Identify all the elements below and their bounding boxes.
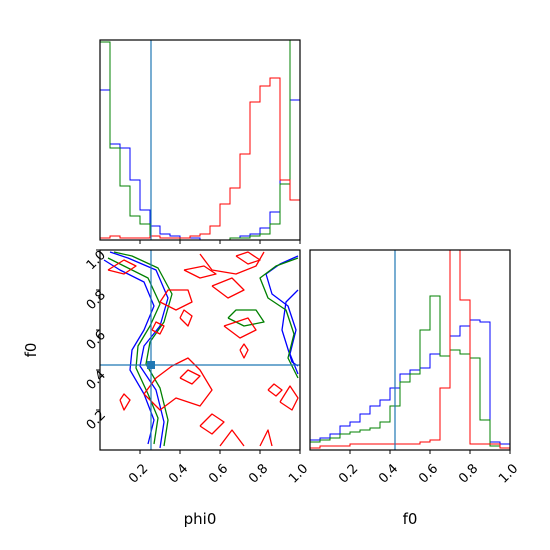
- contour-red-outer: [107, 259, 137, 275]
- contour-blue-inner: [265, 255, 299, 375]
- f0-ytick-label: 0.6: [84, 328, 109, 353]
- f0-xtick-label: 0.8: [456, 461, 481, 486]
- contour-red-inner: [219, 429, 245, 447]
- contour-blue-outer: [281, 289, 299, 367]
- contour-red-outer: [199, 251, 265, 275]
- x-axis-label-f0: f0: [403, 510, 418, 528]
- phi0-histogram-blue-series: [99, 89, 301, 241]
- contour-red-outer: [143, 357, 213, 411]
- f0-histogram-red-series: [309, 249, 511, 450]
- f0-vs-phi0-contour-panel: 0.2 0.4 0.6 0.8 1.0 0.2 0.4 0.6 0.8 1.0: [84, 248, 312, 487]
- phi0-histogram-red-series: [99, 77, 301, 240]
- f0-xtick-label: 0.4: [376, 461, 401, 486]
- phi0-xtick-label: 1.0: [286, 461, 311, 486]
- f0-xtick-label: 1.0: [496, 461, 521, 486]
- phi0-histogram-green-series: [99, 39, 301, 241]
- contour-blue-outer: [109, 251, 169, 449]
- f0-ytick-label: 1.0: [84, 248, 109, 273]
- contour-red-inner: [235, 251, 261, 265]
- contour-red-inner: [259, 429, 273, 447]
- f0-histogram-blue-series: [309, 319, 511, 450]
- phi0-xtick-label: 0.2: [126, 461, 151, 486]
- contour-panel-frame: [99, 249, 301, 451]
- contour-red-outer: [279, 385, 299, 411]
- contour-red-inner: [179, 309, 193, 327]
- contour-red-inner: [183, 265, 217, 279]
- contour-red-inner: [119, 393, 131, 411]
- contour-red-inner: [239, 343, 249, 359]
- f0-histogram-frame: [309, 249, 511, 451]
- x-axis-label-phi0: phi0: [184, 510, 217, 528]
- contour-red-outer: [159, 289, 193, 311]
- contour-green-inner: [259, 257, 299, 379]
- contour-blue-inner: [103, 259, 155, 445]
- phi0-xtick-label: 0.8: [246, 461, 271, 486]
- contour-green-inner: [107, 257, 161, 445]
- f0-histogram-green-series: [309, 295, 511, 450]
- phi0-histogram-panel: [99, 39, 301, 244]
- phi0-xtick-label: 0.4: [166, 461, 191, 486]
- truth-point: [147, 361, 155, 369]
- f0-xtick-label: 0.6: [416, 461, 441, 486]
- contour-red-inner: [267, 383, 283, 397]
- phi0-xtick-label: 0.6: [206, 461, 231, 486]
- contour-red-inner: [199, 413, 225, 435]
- phi0-histogram-frame: [99, 39, 301, 241]
- f0-xtick-label: 0.2: [336, 461, 361, 486]
- f0-ytick-label: 0.4: [84, 368, 109, 393]
- contour-red-outer: [211, 277, 245, 299]
- contour-red-inner: [151, 321, 165, 335]
- contour-green-outer: [227, 309, 265, 327]
- contour-red-outer: [223, 317, 257, 339]
- f0-ytick-label: 0.8: [84, 288, 109, 313]
- f0-histogram-panel: 0.2 0.4 0.6 0.8 1.0: [309, 249, 521, 487]
- contour-red-inner: [179, 369, 201, 385]
- f0-ytick-label: 0.2: [84, 408, 109, 433]
- y-axis-label-f0: f0: [22, 343, 40, 358]
